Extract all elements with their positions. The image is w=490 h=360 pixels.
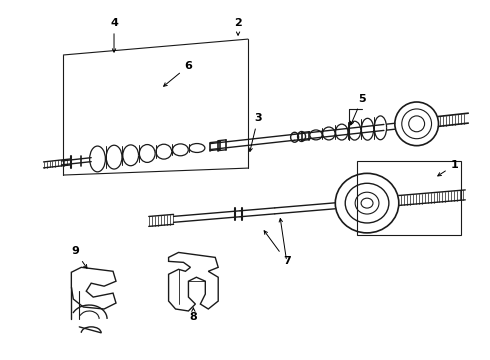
Text: 4: 4 [110,18,118,52]
Text: 7: 7 [264,231,291,266]
Text: 5: 5 [350,94,366,125]
Text: 6: 6 [164,61,193,86]
Text: 3: 3 [249,113,262,152]
Text: 9: 9 [72,247,87,268]
Text: 2: 2 [234,18,242,35]
Text: 1: 1 [438,160,458,176]
Text: 8: 8 [190,308,197,322]
